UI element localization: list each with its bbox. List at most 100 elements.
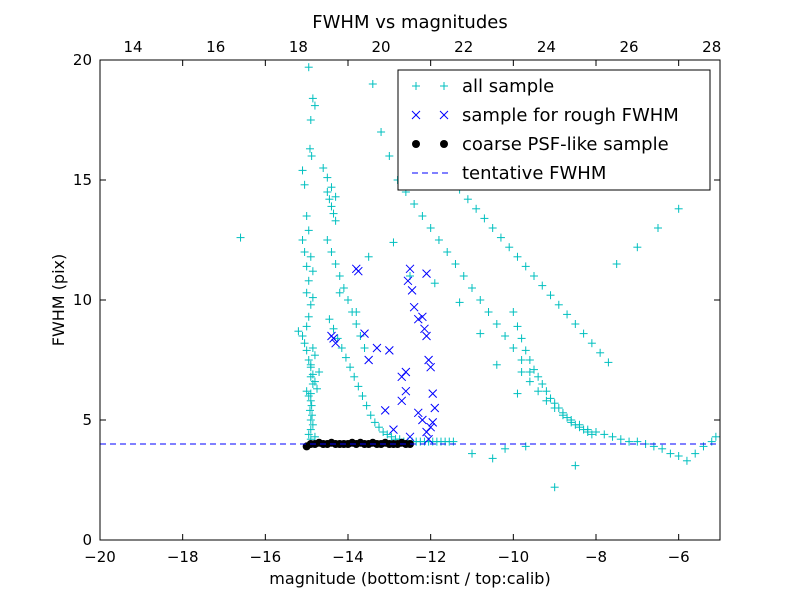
- data-point: [375, 423, 383, 432]
- data-point: [422, 269, 431, 278]
- data-point: [530, 272, 538, 280]
- data-point: [501, 332, 510, 340]
- data-point: [306, 425, 315, 434]
- data-point: [341, 353, 350, 362]
- data-point: [521, 262, 530, 271]
- data-point: [302, 288, 311, 297]
- data-point: [558, 411, 567, 420]
- data-point: [315, 368, 324, 376]
- data-point: [625, 437, 634, 446]
- data-point: [329, 334, 338, 343]
- data-point: [616, 435, 625, 444]
- data-point: [496, 233, 505, 242]
- data-point: [575, 420, 584, 429]
- data-point: [505, 243, 514, 252]
- data-point: [612, 260, 621, 268]
- data-point: [596, 348, 605, 357]
- data-point: [403, 276, 413, 286]
- data-point: [377, 128, 386, 136]
- data-point: [658, 444, 667, 453]
- legend-box: [397, 69, 711, 191]
- data-point: [310, 432, 319, 441]
- legend-entry: sample for rough FWHM: [411, 105, 679, 126]
- data-point: [308, 411, 317, 420]
- data-point: [308, 293, 317, 302]
- data-point: [534, 372, 543, 381]
- data-point: [579, 329, 588, 338]
- data-point: [633, 243, 642, 252]
- data-point: [308, 94, 317, 103]
- data-point: [550, 483, 559, 492]
- data-point: [674, 452, 683, 460]
- data-point: [327, 248, 336, 256]
- top-tick-label: 20: [372, 38, 391, 56]
- data-point: [302, 322, 311, 331]
- data-point: [608, 432, 617, 441]
- y-tick-label: 5: [82, 411, 92, 429]
- legend-marker: [439, 110, 449, 120]
- data-point: [517, 368, 526, 376]
- data-point: [525, 377, 534, 386]
- data-point: [422, 331, 431, 341]
- series-2: [302, 438, 414, 451]
- data-point: [430, 279, 439, 288]
- data-point: [451, 260, 460, 268]
- data-point: [304, 312, 313, 321]
- data-point: [306, 389, 315, 398]
- data-point: [387, 432, 396, 441]
- data-point: [298, 166, 307, 175]
- data-point: [302, 212, 311, 220]
- y-axis-label: FWHM (pix): [49, 254, 68, 347]
- data-point: [426, 362, 436, 372]
- data-point: [385, 152, 394, 160]
- data-point: [409, 302, 419, 312]
- data-point: [517, 356, 526, 364]
- data-point: [492, 320, 501, 328]
- y-axis: 0 5 10 15 20: [73, 51, 720, 549]
- data-point: [410, 200, 419, 208]
- data-point: [327, 183, 336, 192]
- data-point: [513, 322, 522, 331]
- data-point: [654, 224, 662, 232]
- data-point: [327, 202, 336, 211]
- data-point: [300, 339, 309, 348]
- data-point: [418, 415, 427, 425]
- data-point: [305, 144, 314, 153]
- legend-marker: [412, 140, 420, 148]
- legend-marker: [411, 110, 421, 120]
- data-point: [352, 320, 361, 328]
- legend-label: sample for rough FWHM: [462, 105, 679, 126]
- data-point: [302, 346, 311, 355]
- data-point: [633, 437, 642, 446]
- data-point: [583, 425, 592, 434]
- data-point: [542, 387, 551, 396]
- data-point: [310, 377, 319, 386]
- data-point: [413, 314, 423, 324]
- data-point: [517, 334, 526, 343]
- top-tick-label: 26: [620, 38, 639, 56]
- data-point: [530, 365, 538, 374]
- data-point: [313, 384, 321, 393]
- data-point: [546, 291, 555, 300]
- data-point: [563, 413, 572, 422]
- data-point: [364, 252, 373, 261]
- data-point: [430, 403, 440, 413]
- data-point: [329, 324, 338, 333]
- data-point: [413, 408, 423, 418]
- data-point: [534, 387, 543, 396]
- legend-entry: all sample: [412, 76, 554, 97]
- data-point: [306, 416, 315, 424]
- data-point: [476, 329, 485, 338]
- top-tick-label: 22: [454, 38, 473, 56]
- data-point: [666, 449, 675, 458]
- data-point: [364, 355, 374, 365]
- data-point: [319, 164, 328, 172]
- data-point: [463, 195, 472, 204]
- data-point: [468, 284, 476, 292]
- data-point: [308, 267, 317, 276]
- data-point: [344, 296, 352, 304]
- data-point: [401, 386, 411, 396]
- data-point: [424, 355, 433, 365]
- data-point: [513, 252, 522, 261]
